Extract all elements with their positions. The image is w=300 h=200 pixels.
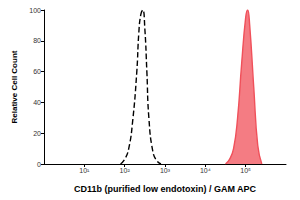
- svg-text:0: 0: [37, 161, 41, 168]
- svg-text:80: 80: [33, 37, 41, 44]
- svg-text:10³: 10³: [160, 167, 171, 174]
- svg-text:40: 40: [33, 99, 41, 106]
- svg-text:10¹: 10¹: [79, 167, 90, 174]
- svg-text:10⁵: 10⁵: [240, 167, 251, 174]
- svg-text:10⁴: 10⁴: [200, 167, 211, 174]
- svg-text:20: 20: [33, 130, 41, 137]
- svg-text:10²: 10²: [120, 167, 131, 174]
- svg-text:100: 100: [29, 7, 41, 14]
- svg-text:Relative Cell Count: Relative Cell Count: [10, 50, 19, 123]
- svg-text:CD11b (purified low endotoxin): CD11b (purified low endotoxin) / GAM APC: [74, 184, 257, 194]
- svg-text:60: 60: [33, 68, 41, 75]
